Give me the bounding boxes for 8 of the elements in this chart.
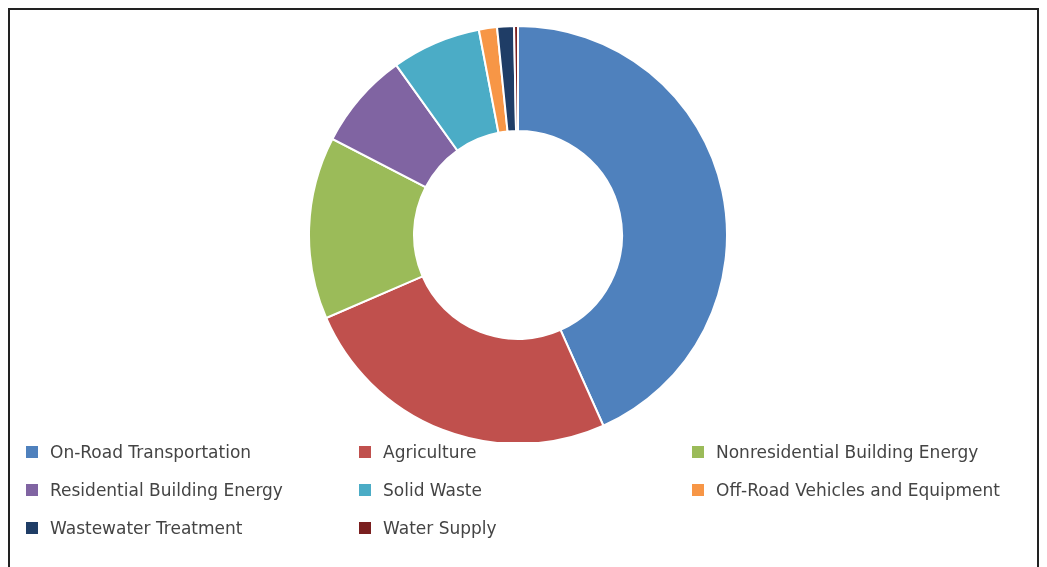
legend-label: Wastewater Treatment [50,518,243,538]
legend-label: Nonresidential Building Energy [716,442,979,462]
legend-label: Water Supply [383,518,497,538]
legend-label: Residential Building Energy [50,480,283,500]
legend-label: Off-Road Vehicles and Equipment [716,480,1001,500]
legend-label: Solid Waste [383,480,482,500]
legend-label: Agriculture [383,442,477,462]
legend-label: On-Road Transportation [50,442,252,462]
